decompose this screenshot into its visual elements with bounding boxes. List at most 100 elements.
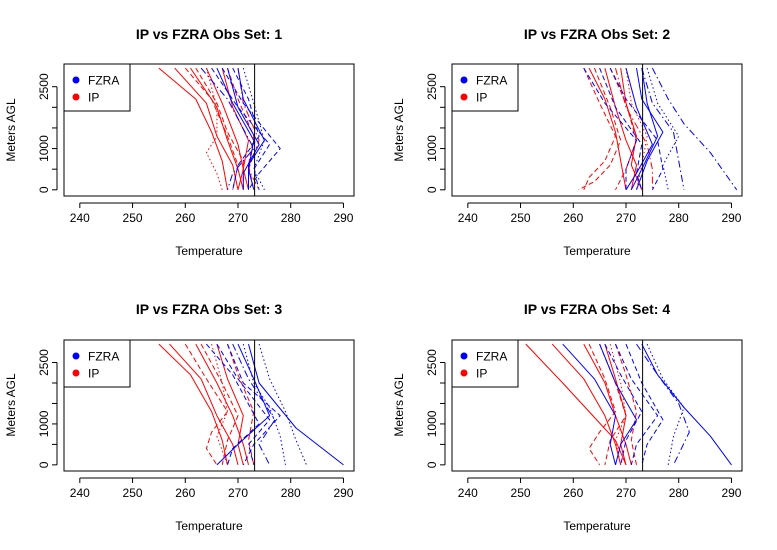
series-line-fzra — [636, 68, 664, 190]
legend-marker-fzra — [72, 352, 80, 360]
x-tick-label: 250 — [123, 211, 143, 225]
panel-1: IP vs FZRA Obs Set: 1 Temperature Meters… — [4, 26, 355, 258]
x-tick-label: 290 — [333, 211, 353, 225]
series-line-ip — [615, 67, 653, 190]
panel-title: IP vs FZRA Obs Set: 3 — [136, 301, 282, 317]
series-line-fzra — [641, 343, 732, 466]
series-line-ip — [620, 68, 643, 190]
series-line-fzra — [615, 343, 659, 466]
x-tick-label: 280 — [281, 211, 301, 225]
series-line-ip — [578, 67, 622, 191]
x-tick-label: 270 — [616, 211, 636, 225]
series-line-fzra — [625, 343, 664, 466]
legend-marker-ip — [460, 93, 468, 101]
y-axis-label: Meters AGL — [392, 373, 406, 437]
series-group — [525, 343, 732, 466]
x-tick-label: 290 — [333, 486, 353, 500]
legend-marker-ip — [72, 93, 80, 101]
y-tick-label: 0 — [425, 461, 439, 468]
legend: FZRA IP — [451, 339, 519, 388]
series-line-ip — [525, 343, 627, 466]
x-tick-label: 270 — [228, 486, 248, 500]
y-tick-label: 1000 — [425, 410, 439, 437]
series-line-fzra — [625, 67, 653, 191]
series-line-fzra — [232, 343, 276, 466]
series-line-fzra — [258, 343, 307, 466]
legend-label-fzra: FZRA — [88, 74, 119, 88]
series-line-ip — [588, 67, 627, 190]
y-axis-label: Meters AGL — [4, 98, 18, 162]
legend-box — [63, 63, 131, 112]
series-line-fzra — [583, 67, 637, 190]
series-line-ip — [205, 67, 249, 190]
series-line-ip — [184, 67, 239, 190]
legend: FZRA IP — [451, 63, 519, 112]
x-axis-label: Temperature — [563, 244, 631, 258]
legend-box — [451, 339, 519, 388]
series-line-fzra — [641, 67, 685, 190]
series-line-ip — [583, 67, 616, 190]
series-line-fzra — [646, 343, 685, 465]
x-axis-label: Temperature — [175, 244, 243, 258]
plot-area: 240 250 260 270 280 290 0 1000 2500 FZRA IP — [37, 339, 355, 500]
panel-title: IP vs FZRA Obs Set: 4 — [524, 301, 670, 317]
series-line-ip — [588, 343, 616, 466]
legend-label-ip: IP — [476, 367, 487, 381]
series-line-fzra — [636, 343, 690, 466]
series-line-fzra — [242, 67, 265, 191]
series-group — [578, 67, 738, 191]
series-line-fzra — [227, 343, 281, 466]
series-line-ip — [211, 343, 228, 466]
series-line-fzra — [630, 68, 659, 191]
series-line-ip — [551, 343, 622, 466]
x-tick-label: 290 — [721, 211, 741, 225]
panel-title: IP vs FZRA Obs Set: 1 — [136, 26, 282, 42]
series-line-fzra — [232, 67, 260, 190]
series-line-ip — [609, 67, 637, 191]
legend-marker-fzra — [460, 76, 468, 84]
legend: FZRA IP — [63, 339, 131, 388]
plot-area: 240 250 260 270 280 290 0 1000 2500 FZRA IP — [425, 63, 743, 225]
series-line-ip — [609, 343, 627, 466]
plot-area: 240 250 260 270 280 290 0 1000 2500 FZRA IP — [37, 63, 355, 225]
x-tick-label: 260 — [175, 486, 195, 500]
x-tick-label: 290 — [721, 486, 741, 500]
plot-frame — [63, 63, 355, 197]
y-tick-label: 1000 — [425, 135, 439, 162]
legend-label-fzra: FZRA — [476, 350, 507, 364]
series-line-fzra — [211, 67, 271, 190]
plot-area: 240 250 260 270 280 290 0 1000 2500 FZRA IP — [425, 339, 743, 500]
x-tick-label: 280 — [281, 486, 301, 500]
series-line-fzra — [237, 68, 265, 190]
x-tick-label: 240 — [458, 211, 478, 225]
panel-title: IP vs FZRA Obs Set: 2 — [524, 26, 670, 42]
x-tick-label: 260 — [563, 211, 583, 225]
x-tick-label: 270 — [616, 486, 636, 500]
panel-3: IP vs FZRA Obs Set: 3 Temperature Meters… — [4, 301, 355, 533]
series-line-ip — [158, 67, 228, 190]
series-line-fzra — [200, 67, 255, 190]
series-line-fzra — [651, 67, 738, 191]
series-line-ip — [195, 67, 244, 190]
series-line-ip — [237, 68, 260, 191]
x-tick-label: 280 — [669, 486, 689, 500]
series-line-fzra — [227, 67, 260, 190]
legend-marker-ip — [72, 369, 80, 377]
series-line-ip — [195, 343, 249, 466]
legend-label-ip: IP — [88, 91, 99, 105]
y-tick-label: 0 — [37, 186, 51, 193]
series-line-ip — [200, 343, 239, 466]
y-axis-label: Meters AGL — [392, 98, 406, 162]
x-tick-label: 250 — [123, 486, 143, 500]
legend-marker-ip — [460, 369, 468, 377]
y-tick-label: 1000 — [37, 410, 51, 437]
plot-frame — [451, 63, 743, 197]
x-tick-label: 250 — [511, 486, 531, 500]
legend-label-fzra: FZRA — [476, 74, 507, 88]
x-tick-label: 240 — [458, 486, 478, 500]
series-line-fzra — [216, 343, 271, 466]
x-tick-label: 250 — [511, 211, 531, 225]
y-axis-label: Meters AGL — [4, 373, 18, 437]
x-tick-label: 260 — [563, 486, 583, 500]
x-tick-label: 240 — [70, 486, 90, 500]
